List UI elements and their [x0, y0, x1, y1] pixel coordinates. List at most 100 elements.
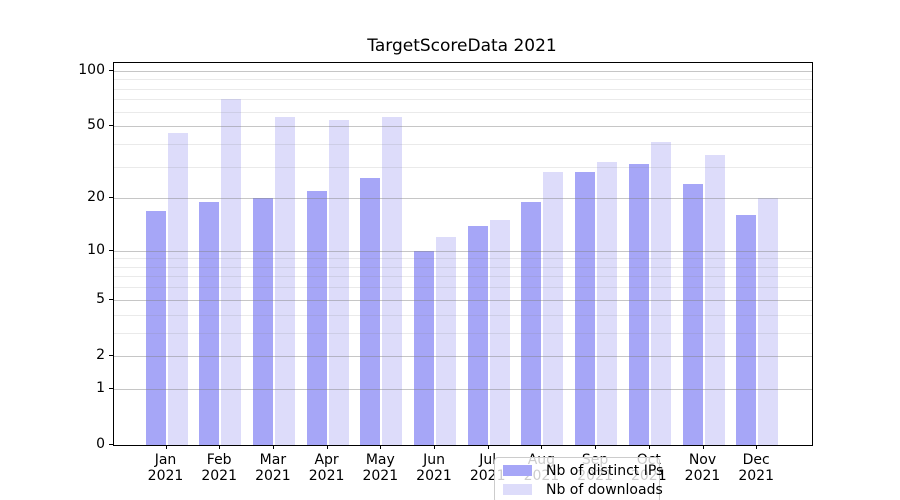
bar-downloads-nov [704, 154, 725, 445]
y-tick-label: 100 [78, 61, 105, 78]
bar-downloads-feb [221, 99, 242, 445]
y-tick-mark [109, 249, 113, 251]
y-tick-label: 2 [96, 346, 105, 363]
bar-distinct-ips-aug [521, 202, 542, 445]
bar-downloads-mar [274, 117, 295, 445]
gridline-major [114, 70, 812, 72]
gridline-minor [114, 332, 812, 334]
y-tick-label: 10 [87, 241, 105, 258]
y-tick-mark [109, 354, 113, 356]
x-tick-mark [326, 445, 328, 449]
legend-label-distinct-ips: Nb of distinct IPs [546, 462, 664, 479]
y-tick-mark [109, 197, 113, 199]
x-tick-mark [487, 445, 489, 449]
x-tick-line: 2021 [416, 468, 452, 484]
legend-item-downloads: Nb of downloads [495, 482, 663, 498]
x-tick-line: Nov [688, 452, 717, 468]
bar-downloads-jul [489, 220, 510, 445]
y-tick-mark [109, 69, 113, 71]
gridline-minor [114, 287, 812, 289]
gridline-minor [114, 111, 812, 113]
bar-distinct-ips-mar [252, 198, 273, 445]
bar-downloads-aug [543, 172, 564, 445]
x-tick-line: Mar [259, 452, 287, 468]
gridline-major [114, 355, 812, 357]
y-tick-label: 5 [96, 290, 105, 307]
x-tick-label: May 2021 [350, 452, 410, 484]
x-tick-mark [272, 445, 274, 449]
x-tick-mark [380, 445, 382, 449]
x-tick-mark [756, 445, 758, 449]
bar-distinct-ips-oct [628, 164, 649, 445]
gridline-minor [114, 144, 812, 145]
legend-item-distinct-ips: Nb of distinct IPs [495, 463, 663, 479]
gridline-minor [114, 166, 812, 168]
legend-swatch-distinct-ips [503, 465, 532, 476]
y-tick-label: 20 [87, 189, 105, 206]
x-tick-label: Mar 2021 [243, 452, 303, 484]
y-tick-label: 50 [87, 117, 105, 134]
gridline-major [114, 388, 812, 390]
y-tick-mark [109, 298, 113, 300]
gridline-minor [114, 79, 812, 81]
gridline-minor [114, 99, 812, 101]
x-tick-line: 2021 [147, 468, 184, 484]
bar-distinct-ips-may [360, 177, 381, 445]
x-tick-line: Dec [742, 452, 770, 468]
bar-distinct-ips-apr [306, 190, 327, 445]
gridline-major [114, 299, 812, 301]
bar-distinct-ips-dec [736, 215, 757, 445]
x-tick-line: May [365, 452, 395, 468]
bar-downloads-jun [436, 237, 456, 445]
bar-downloads-oct [650, 142, 671, 445]
x-tick-label: Apr 2021 [297, 452, 357, 484]
y-tick-label: 1 [96, 379, 105, 396]
x-tick-label: Nov 2021 [673, 452, 733, 484]
plot-area: Nb of distinct IPs Nb of downloads [113, 62, 813, 500]
y-tick-mark [109, 444, 113, 445]
bar-downloads-apr [328, 120, 349, 445]
bar-distinct-ips-jun [414, 250, 434, 445]
gridline-major [114, 250, 812, 252]
x-tick-line: Apr [314, 452, 339, 468]
bar-distinct-ips-jan [145, 210, 166, 445]
x-tick-line: Jul [479, 452, 497, 468]
x-tick-mark [434, 445, 435, 449]
x-tick-line: 2021 [201, 468, 237, 484]
legend-swatch-downloads [503, 484, 532, 495]
x-tick-mark [219, 445, 221, 449]
gridline-minor [114, 88, 812, 90]
x-tick-line: 2021 [684, 468, 721, 484]
bar-downloads-jan [167, 132, 188, 445]
x-tick-mark [648, 445, 650, 449]
x-tick-line: Jan [154, 452, 177, 468]
x-tick-line: Feb [206, 452, 232, 468]
bar-distinct-ips-jul [467, 225, 488, 445]
x-tick-label: Jun 2021 [404, 452, 464, 484]
bar-distinct-ips-feb [199, 202, 220, 445]
y-tick-mark [109, 125, 113, 127]
x-tick-line: 2021 [308, 468, 345, 484]
x-tick-line: 2021 [255, 468, 291, 484]
x-tick-mark [595, 445, 597, 449]
legend: Nb of distinct IPs Nb of downloads [494, 457, 663, 500]
x-tick-label: Feb 2021 [189, 452, 249, 484]
bar-downloads-dec [758, 198, 779, 445]
gridline-major [114, 198, 812, 200]
gridline-minor [114, 276, 812, 278]
x-tick-mark [541, 445, 543, 449]
bar-downloads-sep [597, 161, 618, 445]
y-tick-mark [109, 387, 113, 389]
chart-title: TargetScoreData 2021 [367, 36, 557, 56]
x-tick-line: 2021 [362, 468, 399, 484]
gridline-minor [114, 258, 812, 260]
x-tick-line: 2021 [738, 468, 774, 484]
x-tick-label: Dec 2021 [726, 452, 786, 484]
x-tick-line: Jun [423, 452, 445, 468]
x-tick-label: Jan 2021 [136, 452, 196, 484]
y-tick-label: 0 [96, 436, 105, 452]
x-tick-mark [165, 445, 167, 449]
bar-distinct-ips-nov [682, 184, 703, 445]
bar-downloads-may [382, 117, 403, 445]
